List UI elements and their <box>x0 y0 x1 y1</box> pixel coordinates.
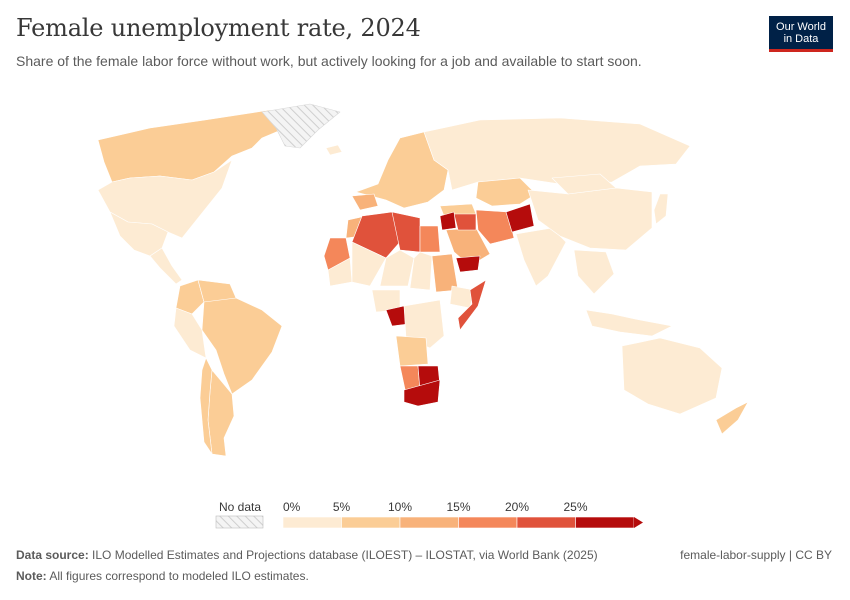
region-colombia[interactable]: Colombia <box>175 279 205 315</box>
region-south-africa[interactable]: South Africa <box>403 379 441 407</box>
legend-tick-label: 10% <box>388 500 412 514</box>
region-angola[interactable]: Angola <box>395 335 429 367</box>
world-map: CanadaUnited StatesMexicoCentral America… <box>97 103 749 457</box>
region-chad[interactable]: Chad <box>409 251 433 291</box>
region-australia[interactable]: Australia <box>621 337 723 415</box>
region-ethiopia[interactable]: Ethiopia <box>449 285 475 309</box>
legend-arrow <box>634 517 643 528</box>
logo-line-2: in Data <box>783 32 819 45</box>
region-japan[interactable]: Japan <box>653 193 669 225</box>
legend-no-data-swatch <box>215 515 264 529</box>
region-western-sahara[interactable]: Western Sahara <box>323 237 351 271</box>
region-greenland[interactable]: Greenland <box>261 103 341 149</box>
region-iraq[interactable]: Iraq <box>453 213 477 231</box>
region-brazil[interactable]: Brazil <box>201 297 283 395</box>
region-central-america[interactable]: Central America <box>149 247 183 285</box>
region-india[interactable]: India <box>515 227 567 287</box>
region-indonesia[interactable]: Indonesia <box>585 309 673 337</box>
legend-no-data-label: No data <box>219 500 261 514</box>
region-somalia[interactable]: Somalia <box>457 279 487 331</box>
chart-subtitle: Share of the female labor force without … <box>16 53 642 69</box>
legend-tick-label: 15% <box>446 500 470 514</box>
region-new-zealand[interactable]: New Zealand <box>715 401 749 435</box>
region-algeria[interactable]: Algeria <box>351 211 401 259</box>
note-text: All figures correspond to modeled ILO es… <box>49 569 309 583</box>
logo-line-1: Our World <box>776 20 826 33</box>
region-russia[interactable]: Russia <box>423 117 691 191</box>
region-afghanistan[interactable]: Afghanistan <box>505 203 535 233</box>
region-kazakhstan[interactable]: Kazakhstan <box>475 177 537 207</box>
region-mali[interactable]: Mali <box>351 241 387 287</box>
chart-title: Female unemployment rate, 2024 <box>16 14 421 42</box>
region-southeast-asia[interactable]: Southeast Asia <box>573 249 615 295</box>
region-mongolia[interactable]: Mongolia <box>551 173 617 195</box>
region-niger[interactable]: Niger <box>379 249 415 287</box>
legend-bin[interactable] <box>282 516 342 529</box>
footer-credit[interactable]: female-labor-supply | CC BY <box>680 548 832 562</box>
region-iran[interactable]: Iran <box>475 209 515 245</box>
legend-bin[interactable] <box>575 516 635 529</box>
legend-tick-label: 25% <box>563 500 587 514</box>
region-chile[interactable]: Chile <box>199 357 213 455</box>
region-iceland[interactable]: Iceland <box>325 144 343 156</box>
region-syria[interactable]: Syria <box>439 211 457 231</box>
legend-tick-label: 20% <box>505 500 529 514</box>
footer-source: Data source: ILO Modelled Estimates and … <box>16 548 598 562</box>
source-label: Data source: <box>16 548 89 562</box>
region-peru[interactable]: Peru <box>173 307 207 359</box>
legend-bin[interactable] <box>341 516 401 529</box>
legend-bin[interactable] <box>516 516 576 529</box>
legend-tick-label: 5% <box>333 500 351 514</box>
source-text[interactable]: ILO Modelled Estimates and Projections d… <box>92 548 598 562</box>
footer-note: Note: All figures correspond to modeled … <box>16 569 309 583</box>
legend-bin[interactable] <box>399 516 459 529</box>
owid-logo[interactable]: Our World in Data <box>769 16 833 52</box>
region-egypt[interactable]: Egypt <box>419 225 441 253</box>
legend-bin[interactable] <box>458 516 518 529</box>
region-yemen[interactable]: Yemen <box>455 255 481 273</box>
legend-tick-label: 0% <box>283 500 301 514</box>
note-label: Note: <box>16 569 47 583</box>
region-dr-congo[interactable]: DR Congo <box>403 299 445 349</box>
region-spain[interactable]: Spain <box>351 193 379 211</box>
